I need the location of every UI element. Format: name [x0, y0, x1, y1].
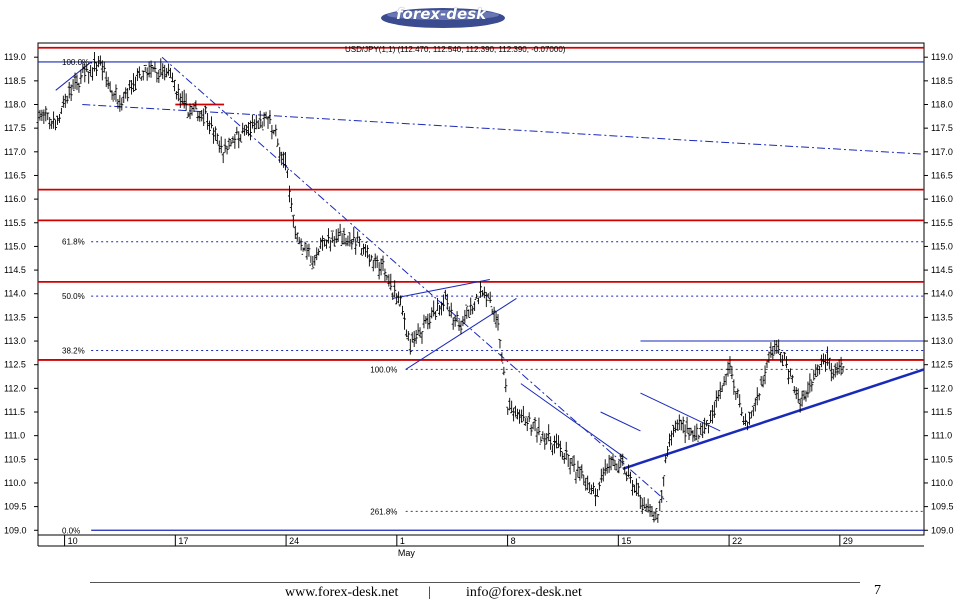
- footer-separator: |: [428, 585, 431, 600]
- y-tick-label-left: 109.5: [4, 502, 27, 512]
- trendline: [520, 383, 628, 460]
- trendlines: [55, 56, 925, 503]
- price-bars: [36, 51, 845, 523]
- y-tick-label-left: 117.5: [4, 123, 26, 133]
- y-tick-label-left: 111.0: [4, 431, 25, 441]
- y-tick-label-right: 113.0: [931, 336, 953, 346]
- y-tick-label-left: 116.0: [4, 194, 26, 204]
- footer-email-link[interactable]: info@forex-desk.net: [466, 585, 582, 600]
- y-tick-label-right: 114.5: [931, 265, 953, 275]
- y-tick-label-left: 112.0: [4, 383, 26, 393]
- y-tick-label-left: 115.0: [4, 241, 26, 251]
- chart-title: USD/JPY(1,1) (112.470, 112.540, 112.390,…: [345, 45, 566, 54]
- y-tick-label-right: 119.0: [931, 52, 953, 62]
- x-tick-label: 29: [843, 536, 853, 546]
- y-tick-label-left: 119.0: [4, 52, 26, 62]
- y-tick-label-right: 109.5: [931, 502, 954, 512]
- page-number: 7: [874, 583, 881, 598]
- month-label: May: [398, 548, 416, 558]
- fib-level-label: 50.0%: [62, 292, 85, 301]
- brand-logo-badge: [381, 8, 505, 28]
- chart-labels: 109.0 109.0 109.5 109.5 110.0 110.0 110.5 110.5…: [4, 52, 954, 558]
- y-tick-label-left: 118.5: [4, 76, 26, 86]
- y-tick-label-right: 113.5: [931, 312, 953, 322]
- y-tick-label-left: 112.5: [4, 360, 26, 370]
- y-tick-label-right: 115.0: [931, 241, 953, 251]
- y-tick-label-right: 110.5: [931, 454, 953, 464]
- y-tick-label-right: 110.0: [931, 478, 953, 488]
- footer-website-link[interactable]: www.forex-desk.net: [285, 585, 399, 600]
- y-tick-label-right: 109.0: [931, 525, 954, 535]
- fib-level-label: 38.2%: [62, 347, 85, 356]
- fib-level-label: 0.0%: [62, 526, 80, 535]
- x-tick-label: 17: [178, 536, 188, 546]
- y-tick-label-left: 114.0: [4, 289, 26, 299]
- y-tick-label-right: 118.0: [931, 100, 953, 110]
- trendline: [622, 368, 925, 470]
- y-tick-label-right: 117.0: [931, 147, 953, 157]
- footer-divider: [90, 582, 860, 583]
- chart-frame: [34, 42, 928, 547]
- trendline: [55, 61, 92, 91]
- y-tick-label-right: 111.5: [931, 407, 952, 417]
- fib-level-label: 100.0%: [62, 58, 89, 67]
- y-tick-label-right: 112.0: [931, 383, 953, 393]
- y-tick-label-right: 116.0: [931, 194, 953, 204]
- y-tick-label-right: 115.5: [931, 218, 953, 228]
- y-tick-label-left: 115.5: [4, 218, 26, 228]
- y-tick-label-left: 111.5: [4, 407, 25, 417]
- trendline: [392, 279, 490, 299]
- x-tick-label: 10: [68, 536, 78, 546]
- y-tick-label-left: 110.0: [4, 478, 26, 488]
- x-tick-label: 24: [289, 536, 299, 546]
- x-tick-label: 15: [621, 536, 631, 546]
- brand-logo-text: forex-desk: [396, 5, 487, 23]
- y-tick-label-right: 118.5: [931, 76, 953, 86]
- y-tick-label-left: 109.0: [4, 525, 27, 535]
- x-tick-label: 8: [511, 536, 516, 546]
- usdjpy-price-chart: 109.0 109.0 109.5 109.5 110.0 110.0 110.5 110.5…: [4, 42, 954, 558]
- fib-extension-label: 100.0%: [370, 365, 397, 374]
- y-tick-label-right: 116.5: [931, 170, 953, 180]
- plot-frame: [37, 42, 925, 536]
- y-tick-label-right: 111.0: [931, 431, 952, 441]
- y-tick-label-left: 114.5: [4, 265, 26, 275]
- trendline: [82, 104, 925, 155]
- y-tick-label-left: 113.5: [4, 312, 26, 322]
- y-tick-label-left: 116.5: [4, 170, 26, 180]
- y-tick-label-right: 112.5: [931, 360, 953, 370]
- y-tick-label-left: 117.0: [4, 147, 26, 157]
- y-tick-label-right: 114.0: [931, 289, 953, 299]
- horizontal-levels: [38, 46, 924, 531]
- fib-extension-label: 261.8%: [370, 507, 397, 516]
- y-tick-label-left: 110.5: [4, 454, 26, 464]
- fib-level-label: 61.8%: [62, 238, 85, 247]
- y-tick-label-left: 118.0: [4, 100, 26, 110]
- y-tick-label-left: 113.0: [4, 336, 26, 346]
- x-tick-label: 22: [732, 536, 742, 546]
- y-tick-label-right: 117.5: [931, 123, 953, 133]
- x-tick-label: 1: [400, 536, 405, 546]
- trendline: [600, 411, 641, 432]
